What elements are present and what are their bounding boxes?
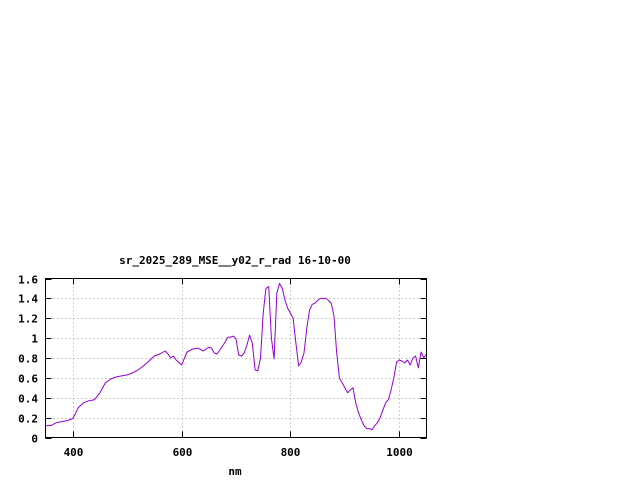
x-tick-label: 400: [64, 446, 84, 459]
x-axis-label: nm: [228, 465, 242, 478]
y-tick-label: 0.8: [18, 353, 38, 366]
x-tick-label: 800: [281, 446, 301, 459]
y-tick-label: 0.4: [18, 393, 38, 406]
x-tick-labels: 400 600 800 1000: [64, 446, 413, 459]
series-layer: [45, 283, 427, 431]
y-tick-label: 1.4: [18, 293, 38, 306]
y-tick-label: 1.2: [18, 313, 38, 326]
plot-frame: [45, 278, 427, 438]
y-tick-label: 0.6: [18, 373, 38, 386]
y-tick-label: 0.2: [18, 413, 38, 426]
grid-lines: [45, 278, 427, 438]
axis-ticks: [45, 278, 427, 439]
x-tick-label: 1000: [386, 446, 413, 459]
y-tick-labels: 0 0.2 0.4 0.6 0.8 1 1.2 1.4 1.6: [18, 274, 38, 446]
series-line: [45, 283, 427, 431]
y-tick-label: 0: [31, 433, 38, 446]
y-tick-label: 1: [31, 333, 38, 346]
y-tick-label: 1.6: [18, 274, 38, 287]
chart-title: sr_2025_289_MSE__y02_r_rad 16-10-00: [119, 254, 351, 267]
x-tick-label: 600: [173, 446, 193, 459]
